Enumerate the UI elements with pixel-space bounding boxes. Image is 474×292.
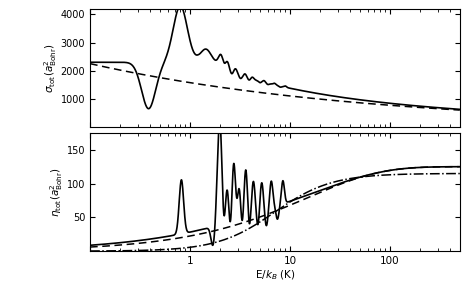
X-axis label: E/$k_B$ (K): E/$k_B$ (K) [255, 269, 295, 282]
Y-axis label: $\eta_{\rm tot}(a^2_{\rm Bohr})$: $\eta_{\rm tot}(a^2_{\rm Bohr})$ [48, 167, 65, 217]
Y-axis label: $\sigma_{\rm tot}(a^2_{\rm Bohr})$: $\sigma_{\rm tot}(a^2_{\rm Bohr})$ [42, 43, 59, 93]
